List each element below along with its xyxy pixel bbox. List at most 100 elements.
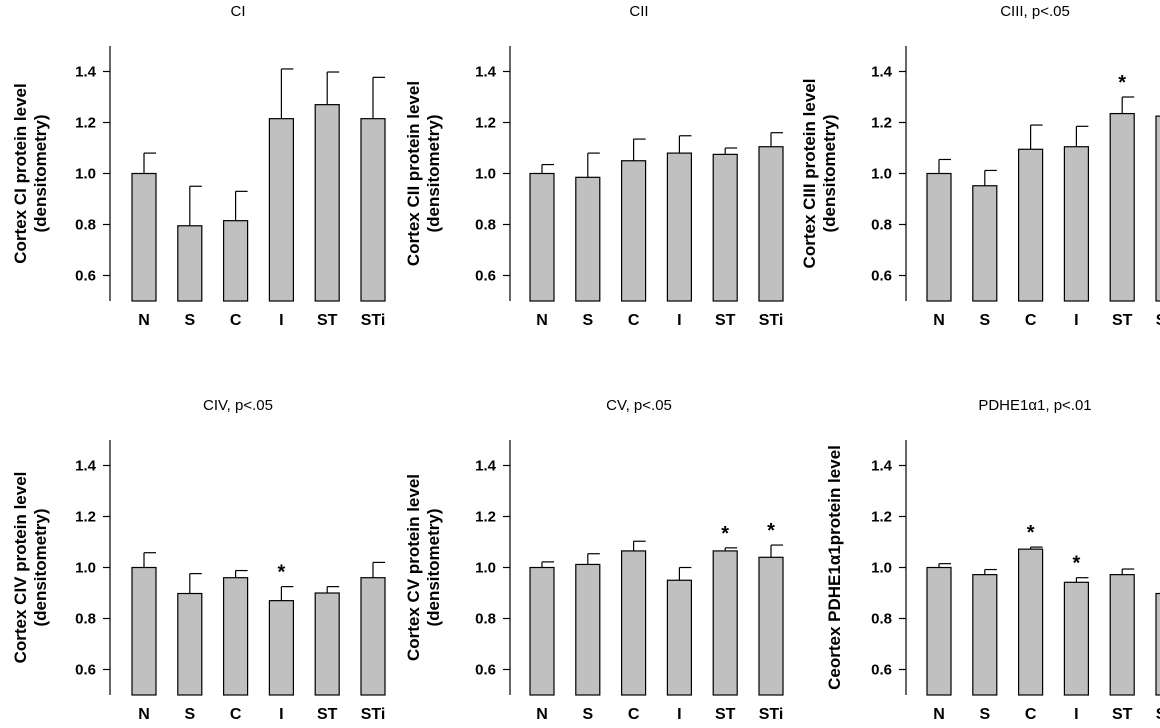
y-tick-label: 1.4 — [475, 64, 497, 81]
bar-sti — [1155, 115, 1160, 302]
bar-c — [223, 577, 249, 696]
significance-marker: * — [767, 520, 775, 542]
x-tick-label: C — [628, 312, 640, 329]
x-tick-label: STi — [759, 706, 784, 723]
y-tick-label: 1.2 — [871, 115, 892, 132]
x-tick-label: ST — [317, 312, 338, 329]
x-tick-label: ST — [1112, 312, 1133, 329]
x-tick-label: S — [582, 312, 593, 329]
bar-st — [314, 592, 340, 696]
bar-sti — [360, 118, 386, 302]
chart-title: CI — [231, 3, 246, 20]
bar-n — [926, 172, 952, 302]
bar-s — [177, 225, 203, 302]
bar-n — [926, 566, 952, 696]
bar-c — [620, 160, 647, 302]
bar-n — [529, 172, 555, 302]
bar-st — [1109, 574, 1135, 696]
y-tick-label: 1.4 — [475, 458, 497, 475]
y-axis-label: Cortex CIV protein level — [11, 472, 30, 664]
bar-sti — [758, 146, 784, 302]
bar-s — [972, 185, 998, 302]
x-tick-label: S — [184, 706, 195, 723]
chart-panel-6: PDHE1α1, p<.01 Ceortex PDHE1α1protein lev… — [825, 397, 1160, 723]
bar-s — [177, 592, 203, 696]
y-tick-label: 1.0 — [475, 166, 496, 183]
significance-marker: * — [721, 523, 729, 545]
y-tick-label: 1.0 — [75, 166, 96, 183]
x-tick-label: I — [677, 706, 681, 723]
y-tick-label: 0.6 — [475, 662, 496, 679]
chart-panel-3: CIII, p<.05 Cortex CIII protein level (den… — [800, 3, 1160, 329]
y-tick-label: 0.6 — [871, 268, 892, 285]
bar-i — [1063, 581, 1090, 696]
x-tick-label: S — [184, 312, 195, 329]
bar-s — [575, 176, 601, 302]
y-tick-label: 1.4 — [75, 458, 97, 475]
x-tick-label: C — [230, 312, 242, 329]
y-axis-label: (densitometry) — [424, 114, 443, 232]
x-tick-label: N — [138, 706, 150, 723]
x-tick-label: I — [279, 312, 283, 329]
chart-title: PDHE1α1, p<.01 — [978, 397, 1091, 414]
bar-i — [1063, 146, 1090, 302]
y-tick-label: 0.8 — [75, 217, 96, 234]
x-tick-label: S — [979, 706, 990, 723]
y-axis-label: Ceortex PDHE1α1protein level — [825, 445, 844, 690]
bar-i — [666, 152, 693, 302]
x-tick-label: C — [628, 706, 640, 723]
y-axis-label: Cortex CV protein level — [404, 474, 423, 661]
x-tick-label: ST — [715, 312, 736, 329]
bar-st — [712, 550, 738, 696]
y-tick-label: 1.0 — [475, 560, 496, 577]
x-tick-label: STi — [361, 706, 386, 723]
x-tick-label: STi — [759, 312, 784, 329]
bar-sti — [360, 577, 386, 696]
y-tick-label: 0.6 — [871, 662, 892, 679]
y-tick-label: 1.4 — [75, 64, 97, 81]
y-tick-label: 1.0 — [871, 166, 892, 183]
x-tick-label: ST — [317, 706, 338, 723]
significance-marker: * — [1027, 522, 1035, 544]
x-tick-label: N — [536, 706, 548, 723]
y-tick-label: 0.8 — [75, 611, 96, 628]
x-tick-label: ST — [1112, 706, 1133, 723]
bar-sti — [758, 556, 784, 696]
x-tick-label: I — [1074, 312, 1078, 329]
y-tick-label: 1.0 — [871, 560, 892, 577]
bar-i — [666, 579, 693, 696]
y-tick-label: 1.0 — [75, 560, 96, 577]
y-tick-label: 0.8 — [475, 217, 496, 234]
bar-n — [131, 566, 157, 696]
y-tick-label: 0.6 — [475, 268, 496, 285]
chart-panel-2: CII Cortex CII protein level (densitometry… — [404, 3, 784, 329]
bar-n — [529, 566, 555, 696]
x-tick-label: I — [677, 312, 681, 329]
y-tick-label: 0.6 — [75, 268, 96, 285]
y-axis-label: Cortex CII protein level — [404, 81, 423, 266]
x-tick-label: S — [979, 312, 990, 329]
y-tick-label: 1.2 — [475, 115, 496, 132]
bar-c — [620, 550, 647, 696]
chart-title: CII — [629, 3, 648, 20]
x-tick-label: I — [279, 706, 283, 723]
x-tick-label: C — [230, 706, 242, 723]
y-tick-label: 0.8 — [871, 611, 892, 628]
y-tick-label: 1.2 — [75, 115, 96, 132]
y-tick-label: 1.2 — [475, 509, 496, 526]
y-axis-label: (densitometry) — [820, 114, 839, 232]
y-tick-label: 1.2 — [871, 509, 892, 526]
bar-st — [712, 153, 738, 302]
significance-marker: * — [278, 562, 286, 584]
y-axis-label: (densitometry) — [424, 508, 443, 626]
significance-marker: * — [1073, 553, 1081, 575]
chart-panel-4: CIV, p<.05 Cortex CIV protein level (densi… — [11, 397, 386, 723]
y-tick-label: 1.4 — [871, 64, 893, 81]
x-tick-label: C — [1025, 312, 1037, 329]
bar-s — [575, 563, 601, 696]
x-tick-label: N — [138, 312, 150, 329]
y-axis-label: (densitometry) — [31, 114, 50, 232]
x-tick-label: S — [582, 706, 593, 723]
